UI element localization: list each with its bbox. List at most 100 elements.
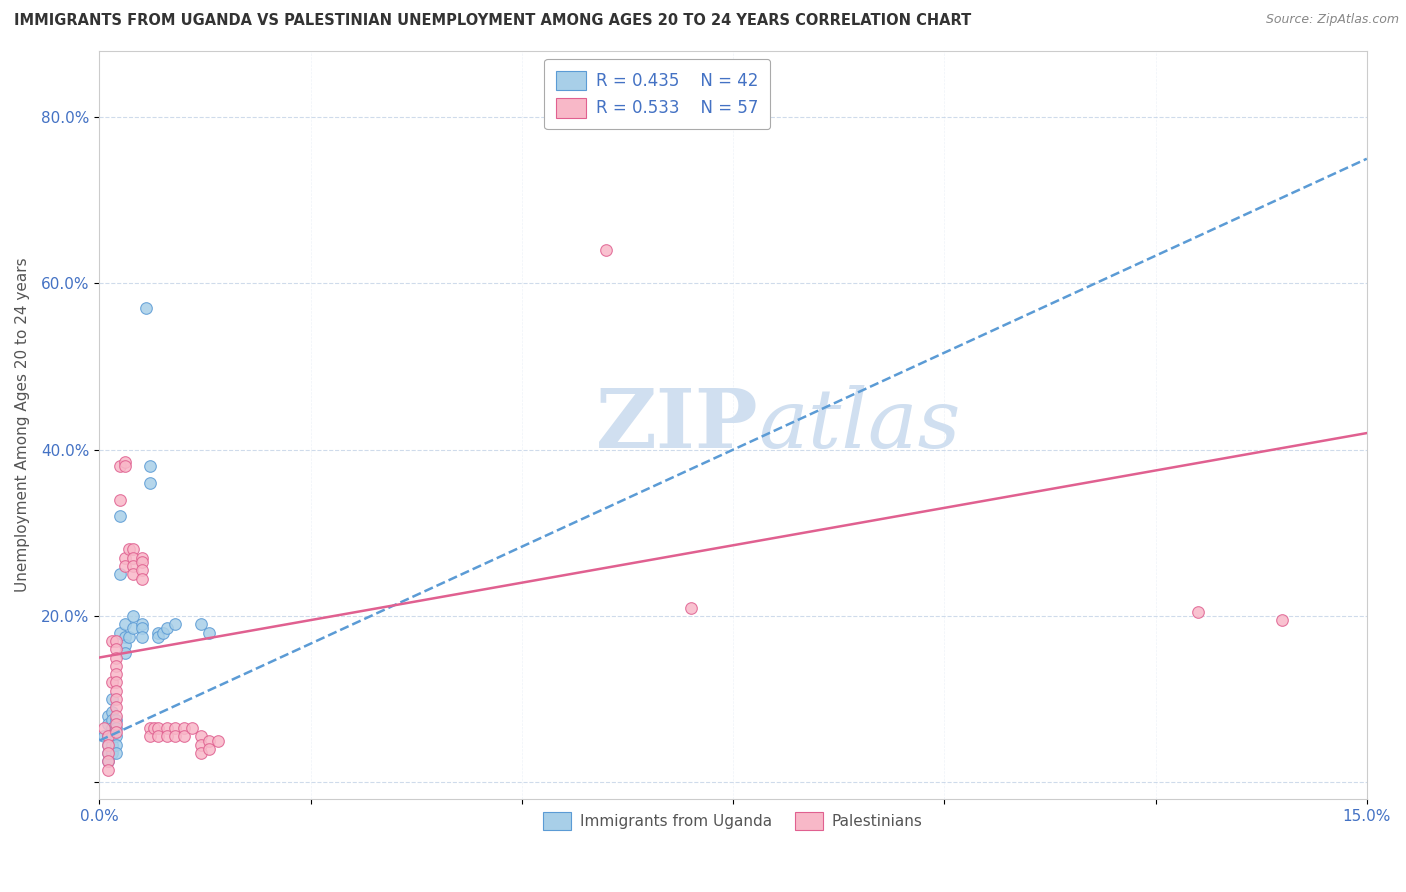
Point <box>105 658 128 673</box>
Point <box>101 730 124 744</box>
Y-axis label: Unemployment Among Ages 20 to 24 years: Unemployment Among Ages 20 to 24 years <box>15 258 30 592</box>
Point <box>105 746 128 760</box>
Point <box>190 746 212 760</box>
Point <box>114 559 136 574</box>
Legend: Immigrants from Uganda, Palestinians: Immigrants from Uganda, Palestinians <box>537 806 929 836</box>
Point <box>181 721 204 735</box>
Point <box>97 746 120 760</box>
Text: ZIP: ZIP <box>596 384 758 465</box>
Text: Source: ZipAtlas.com: Source: ZipAtlas.com <box>1265 13 1399 27</box>
Point <box>105 633 128 648</box>
Point <box>97 738 120 752</box>
Point <box>97 746 120 760</box>
Point <box>105 725 128 739</box>
Point <box>101 705 124 719</box>
Point <box>110 567 132 582</box>
Point <box>101 692 124 706</box>
Point <box>143 721 166 735</box>
Point <box>156 622 179 636</box>
Point <box>105 713 128 727</box>
Point <box>595 243 617 257</box>
Point <box>110 625 132 640</box>
Text: atlas: atlas <box>758 384 960 465</box>
Point <box>190 617 212 632</box>
Text: IMMIGRANTS FROM UGANDA VS PALESTINIAN UNEMPLOYMENT AMONG AGES 20 TO 24 YEARS COR: IMMIGRANTS FROM UGANDA VS PALESTINIAN UN… <box>14 13 972 29</box>
Point <box>101 746 124 760</box>
Point <box>131 550 153 565</box>
Point <box>1187 605 1209 619</box>
Point <box>156 730 179 744</box>
Point <box>97 708 120 723</box>
Point <box>148 730 170 744</box>
Point <box>114 630 136 644</box>
Point <box>93 721 115 735</box>
Point <box>148 721 170 735</box>
Point <box>198 742 221 756</box>
Point <box>679 600 702 615</box>
Point <box>101 633 124 648</box>
Point <box>131 622 153 636</box>
Point <box>105 650 128 665</box>
Point <box>118 542 141 557</box>
Point <box>139 721 162 735</box>
Point <box>105 675 128 690</box>
Point <box>131 617 153 632</box>
Point <box>105 721 128 735</box>
Point <box>101 721 124 735</box>
Point <box>190 730 212 744</box>
Point <box>105 700 128 714</box>
Point <box>114 617 136 632</box>
Point <box>101 738 124 752</box>
Point <box>198 733 221 747</box>
Point <box>122 609 145 624</box>
Point <box>105 730 128 744</box>
Point <box>114 638 136 652</box>
Point <box>114 646 136 660</box>
Point <box>190 738 212 752</box>
Point <box>135 301 157 316</box>
Point <box>173 730 195 744</box>
Point <box>105 717 128 731</box>
Point <box>198 625 221 640</box>
Point <box>139 475 162 490</box>
Point <box>110 509 132 524</box>
Point <box>118 630 141 644</box>
Point <box>110 492 132 507</box>
Point <box>148 630 170 644</box>
Point <box>148 625 170 640</box>
Point <box>105 667 128 681</box>
Point <box>122 622 145 636</box>
Point <box>97 730 120 744</box>
Point <box>114 550 136 565</box>
Point <box>207 733 229 747</box>
Point <box>131 572 153 586</box>
Point <box>165 617 187 632</box>
Point <box>97 730 120 744</box>
Point <box>97 755 120 769</box>
Point <box>122 559 145 574</box>
Point <box>1271 613 1294 627</box>
Point <box>156 721 179 735</box>
Point <box>105 642 128 657</box>
Point <box>105 738 128 752</box>
Point <box>110 459 132 474</box>
Point <box>93 730 115 744</box>
Point <box>97 755 120 769</box>
Point <box>97 763 120 777</box>
Point <box>139 730 162 744</box>
Point <box>122 567 145 582</box>
Point <box>152 625 174 640</box>
Point <box>105 683 128 698</box>
Point <box>114 455 136 469</box>
Point <box>97 717 120 731</box>
Point <box>101 675 124 690</box>
Point <box>131 630 153 644</box>
Point <box>114 459 136 474</box>
Point <box>105 708 128 723</box>
Point <box>131 563 153 577</box>
Point <box>131 555 153 569</box>
Point <box>122 550 145 565</box>
Point <box>105 692 128 706</box>
Point <box>101 713 124 727</box>
Point <box>97 738 120 752</box>
